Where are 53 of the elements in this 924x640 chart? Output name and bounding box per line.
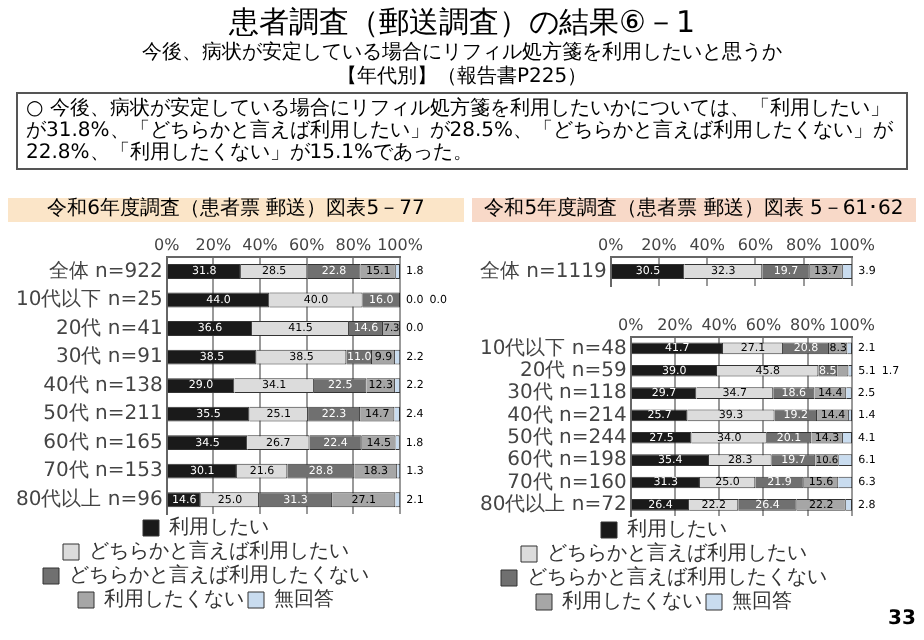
x-tick-label: 80% [785, 235, 823, 254]
legend-label: どちらかと言えば利用したい [89, 539, 349, 564]
x-tick-label: 0% [597, 235, 625, 254]
x-tick-label: 80% [335, 235, 372, 254]
y-tick-label: 70代 n=153 [43, 460, 163, 483]
text: 今後、病状が安定している場合にリフィル処方箋を利用したいと思うか [140, 42, 784, 65]
y-tick-label: 30代 n=118 [507, 382, 627, 405]
y-tick-label: 10代以下 n=48 [479, 335, 627, 360]
text: ○ 今後、病状が安定している場合にリフィル処方箋を利用したいかについては、「利用したい」が31.8%、「どちらかと言えば利用したい」が28.5%、「どちらかと言えば利用したくない」が22.8%、「利用したくない」が15.1%であった。 [16, 92, 908, 170]
x-tick-label: 60% [288, 235, 326, 254]
x-tick-label: 20% [657, 315, 694, 334]
legend-label: 無回答 [274, 587, 334, 612]
y-tick-label: 70代 n=160 [507, 471, 627, 494]
y-tick-label: 60代 n=198 [507, 449, 627, 472]
legend-label: 無回答 [732, 589, 792, 614]
y-tick-label: 40代 n=138 [43, 374, 163, 397]
text: 令和6年度調査（患者票 郵送）図表5－77 [8, 198, 464, 222]
y-tick-label: 全体 n=922 [48, 258, 163, 283]
legend-label: どちらかと言えば利用したくない [527, 565, 827, 590]
y-tick-label: 30代 n=91 [55, 346, 163, 369]
y-tick-label: 40代 n=214 [507, 404, 627, 427]
x-tick-label: 40% [689, 235, 726, 254]
y-tick-label: 60代 n=165 [43, 431, 163, 454]
legend-label: 利用したくない [104, 587, 244, 612]
legend-label: 利用したい [627, 517, 727, 542]
legend-label: どちらかと言えば利用したくない [69, 563, 369, 588]
y-tick-label: 50代 n=211 [43, 403, 163, 426]
x-tick-label: 0% [617, 315, 645, 334]
y-tick-label: 20代 n=41 [55, 317, 163, 340]
x-tick-label: 40% [701, 315, 738, 334]
y-tick-label: 全体 n=1119 [479, 258, 607, 283]
x-tick-label: 100% [829, 315, 876, 334]
x-tick-label: 100% [377, 235, 424, 254]
x-tick-label: 60% [737, 235, 775, 254]
legend-label: 利用したい [169, 515, 269, 540]
x-tick-label: 20% [641, 235, 678, 254]
x-tick-label: 20% [195, 235, 232, 254]
text: 33 [888, 608, 918, 632]
y-tick-label: 80代以上 n=72 [479, 492, 627, 517]
y-tick-label: 10代以下 n=25 [15, 287, 163, 312]
y-tick-label: 20代 n=59 [519, 359, 627, 382]
x-tick-label: 100% [829, 235, 876, 254]
text: 患者調査（郵送調査）の結果⑥－1 [227, 4, 697, 40]
x-tick-label: 60% [745, 315, 783, 334]
legend-label: どちらかと言えば利用したい [547, 541, 807, 566]
x-tick-label: 40% [242, 235, 279, 254]
text: 【年代別】（報告書P225） [334, 66, 590, 90]
x-tick-label: 80% [789, 315, 827, 334]
legend-label: 利用したくない [562, 589, 702, 614]
y-tick-label: 50代 n=244 [507, 426, 627, 449]
x-tick-label: 0% [153, 235, 181, 254]
y-tick-label: 80代以上 n=96 [15, 486, 163, 511]
chart-title: 令和5年度調査（患者票 郵送）図表 5－61･62 [472, 198, 916, 222]
